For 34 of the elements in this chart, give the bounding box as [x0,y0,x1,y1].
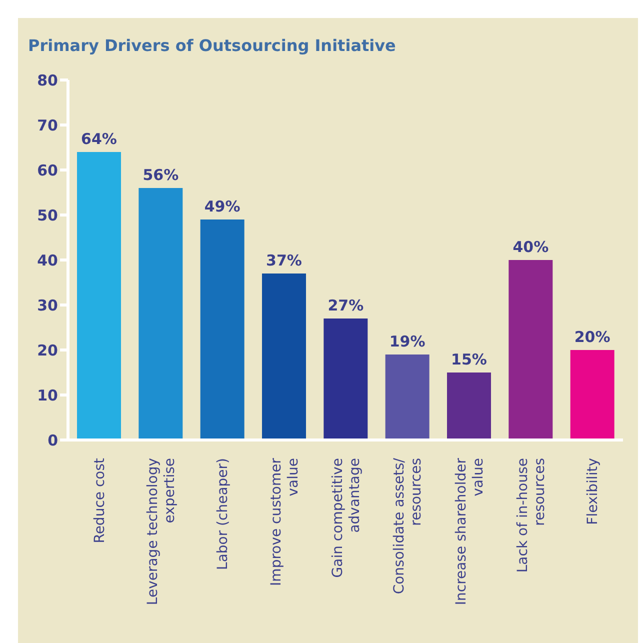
data-label: 56% [142,166,179,184]
bar [570,350,614,440]
chart-title: Primary Drivers of Outsourcing Initiative [28,36,396,55]
x-tick-label: Flexibility [585,458,602,525]
bar [324,318,368,440]
bar [447,372,491,440]
x-tick-label: Leverage technology expertise [145,458,178,606]
y-tick-label: 60 [37,161,58,180]
bar [200,220,244,440]
x-tick-label: Improve customer value [268,458,302,586]
y-tick-label: 10 [37,386,58,404]
bar [508,260,553,440]
data-label: 27% [328,296,364,314]
y-tick-label: 20 [37,341,58,360]
y-tick-label: 50 [37,206,58,224]
y-tick-label: 30 [37,296,58,314]
bar [77,152,121,440]
x-tick-label: Labor (cheaper) [215,458,232,570]
data-label: 19% [389,332,426,350]
x-tick-label: Increase shareholder value [453,458,486,606]
y-tick-label: 0 [48,431,58,450]
x-tick-label: Reduce cost [92,457,108,544]
data-label: 20% [574,328,610,346]
y-tick-label: 40 [37,251,58,270]
bar [262,274,306,440]
data-label: 64% [81,130,117,148]
y-tick-label: 70 [37,116,58,134]
bar [385,354,430,440]
data-label: 49% [204,198,240,216]
bar [138,188,183,440]
data-label: 15% [451,350,487,368]
data-label: 40% [512,238,549,256]
y-tick-label: 80 [37,71,58,90]
data-label: 37% [266,252,302,270]
